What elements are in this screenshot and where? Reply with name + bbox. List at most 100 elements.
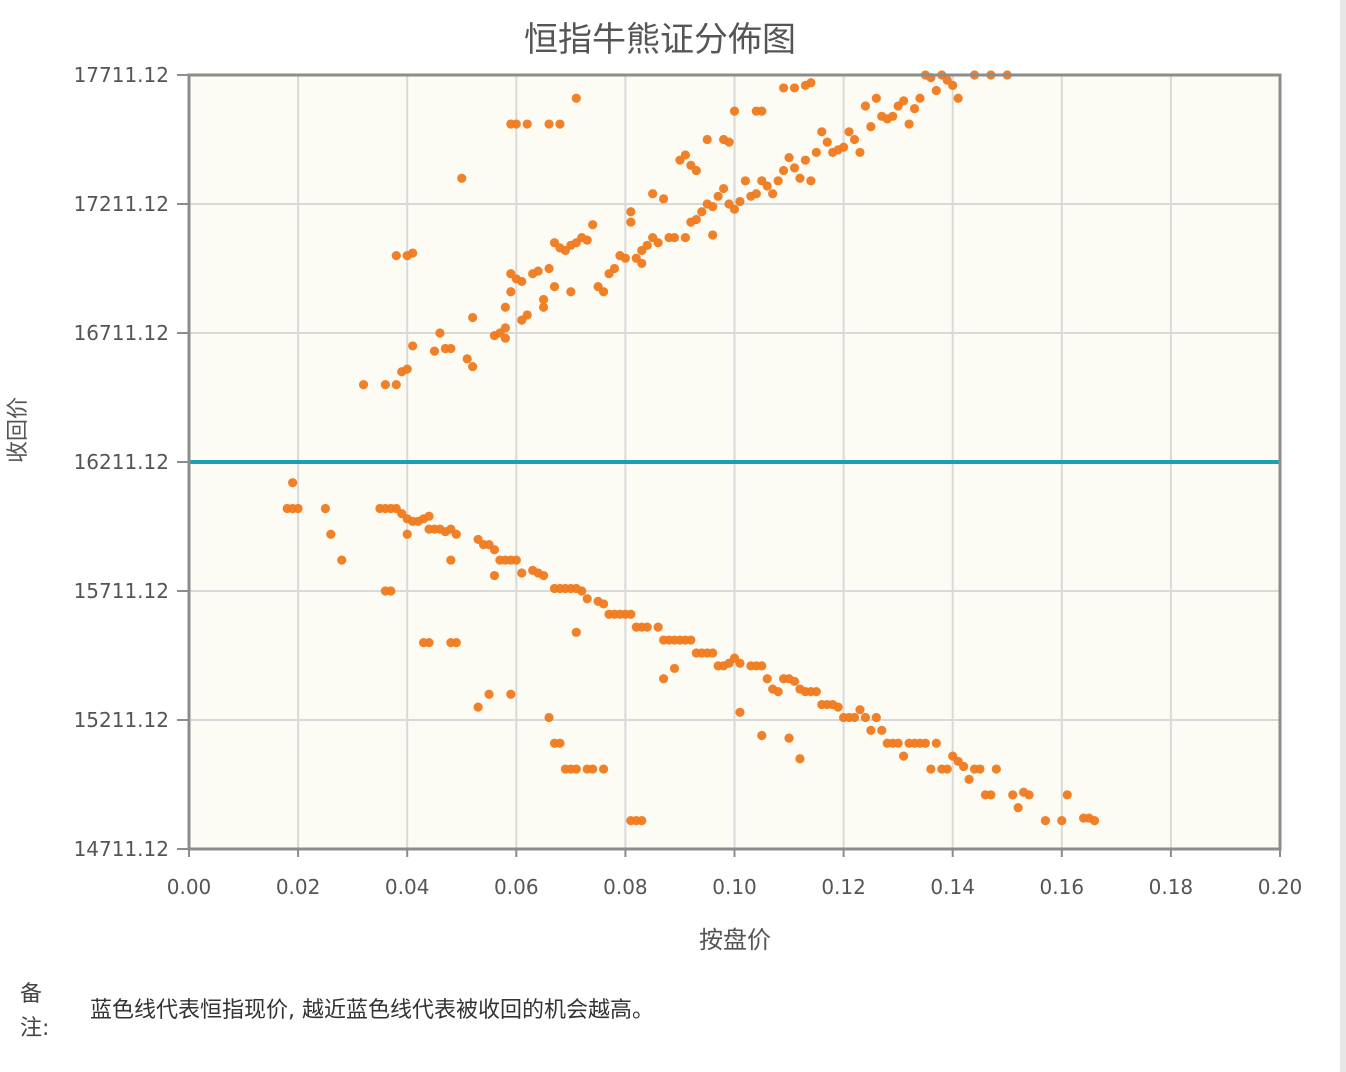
data-point xyxy=(849,134,860,145)
y-axis-label: 收回价 xyxy=(6,396,31,463)
data-point xyxy=(555,738,565,748)
data-point xyxy=(637,816,647,826)
data-point xyxy=(653,622,663,632)
data-point xyxy=(468,361,478,372)
data-point xyxy=(784,733,794,743)
x-tick-label: 0.08 xyxy=(603,875,648,899)
data-point xyxy=(533,266,543,276)
data-point xyxy=(811,687,821,697)
data-point xyxy=(626,217,636,227)
data-point xyxy=(871,93,881,103)
data-point xyxy=(757,106,767,116)
data-point xyxy=(446,555,456,565)
data-point xyxy=(429,346,440,356)
data-point xyxy=(555,119,565,129)
data-point xyxy=(544,119,554,129)
data-point xyxy=(860,712,871,723)
data-point xyxy=(571,764,581,774)
data-point xyxy=(582,235,592,245)
y-axis-ticks: 14711.12 15211.12 15711.12 16211.12 16711.12… xyxy=(74,63,189,861)
data-point xyxy=(1013,803,1023,813)
x-tick-label: 0.18 xyxy=(1149,875,1194,899)
data-point xyxy=(795,173,805,183)
data-point xyxy=(773,687,783,697)
data-point xyxy=(762,181,772,191)
data-point xyxy=(942,764,952,774)
data-point xyxy=(899,96,909,106)
data-point xyxy=(522,310,532,320)
data-point xyxy=(702,134,712,145)
data-point xyxy=(899,751,909,761)
data-point xyxy=(642,240,652,250)
data-point xyxy=(653,238,663,248)
data-point xyxy=(708,202,718,212)
note-text: 蓝色线代表恒指现价, 越近蓝色线代表被收回的机会越高。 xyxy=(90,998,654,1023)
x-tick-label: 0.02 xyxy=(276,875,321,899)
data-point xyxy=(708,230,718,240)
data-point xyxy=(948,80,958,90)
data-point xyxy=(691,214,701,225)
data-point xyxy=(538,302,549,312)
data-point xyxy=(713,191,723,201)
data-point xyxy=(773,176,783,186)
data-point xyxy=(806,176,816,186)
data-point xyxy=(964,774,974,784)
data-point xyxy=(931,85,941,96)
data-point xyxy=(986,790,996,800)
x-tick-label: 0.10 xyxy=(712,875,757,899)
data-point xyxy=(680,232,691,243)
data-point xyxy=(735,658,745,668)
data-point xyxy=(751,189,761,199)
data-point xyxy=(506,287,516,297)
data-point xyxy=(288,478,298,488)
data-point xyxy=(904,119,914,129)
data-point xyxy=(424,638,434,648)
data-point xyxy=(855,705,865,715)
data-point xyxy=(789,676,800,686)
data-point xyxy=(888,111,898,121)
data-point xyxy=(817,127,827,137)
data-point xyxy=(740,176,751,186)
data-point xyxy=(708,648,718,658)
data-point xyxy=(1008,790,1018,800)
data-point xyxy=(598,287,609,297)
data-point xyxy=(811,147,821,158)
y-tick-label: 15211.12 xyxy=(74,708,169,732)
data-point xyxy=(680,150,691,160)
data-point xyxy=(598,599,609,609)
data-point xyxy=(1089,816,1100,826)
data-point xyxy=(658,194,669,204)
data-point xyxy=(517,568,527,578)
data-point xyxy=(609,263,620,274)
y-tick-label: 16211.12 xyxy=(74,450,169,474)
data-point xyxy=(391,380,401,390)
data-point xyxy=(920,738,931,748)
data-point xyxy=(391,251,401,261)
y-tick-label: 15711.12 xyxy=(74,579,169,603)
data-point xyxy=(768,189,778,199)
data-point xyxy=(408,248,418,258)
data-point xyxy=(446,343,456,354)
data-point xyxy=(626,609,636,619)
data-point xyxy=(489,570,500,581)
data-point xyxy=(451,529,461,539)
data-point xyxy=(1024,790,1034,800)
data-point xyxy=(571,627,581,637)
data-point xyxy=(500,323,510,333)
y-tick-label: 16711.12 xyxy=(74,321,169,345)
data-point xyxy=(326,529,336,539)
page-edge xyxy=(1340,0,1346,1072)
data-point xyxy=(658,674,669,684)
data-point xyxy=(588,220,598,230)
data-point xyxy=(926,764,936,774)
data-point xyxy=(757,661,767,671)
note-label: 备注: xyxy=(20,982,50,1041)
data-point xyxy=(337,555,347,565)
data-point xyxy=(729,204,740,214)
data-point xyxy=(588,764,598,774)
data-point xyxy=(669,663,680,674)
data-point xyxy=(500,302,510,312)
data-point xyxy=(538,294,549,305)
data-point xyxy=(598,764,609,774)
data-point xyxy=(697,207,707,217)
